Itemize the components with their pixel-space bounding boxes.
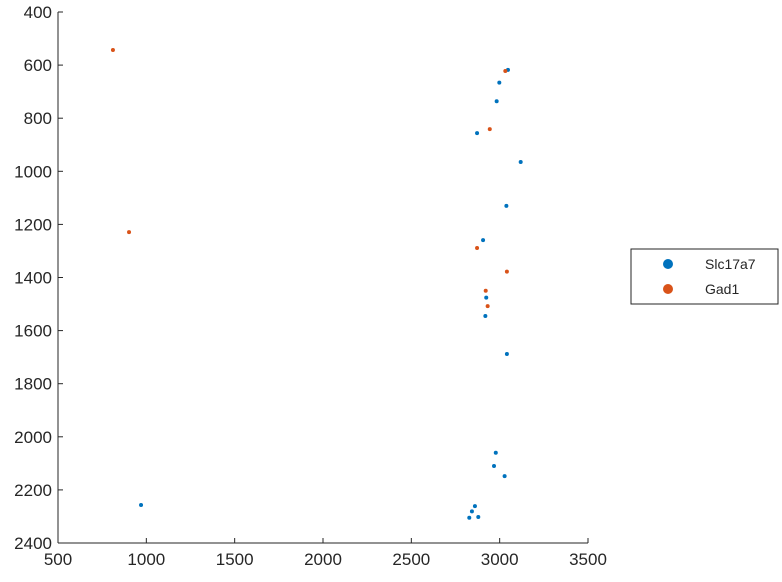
legend-box xyxy=(630,248,779,305)
point-slc17a7 xyxy=(469,509,474,514)
point-slc17a7 xyxy=(504,351,509,356)
point-slc17a7 xyxy=(483,313,488,318)
x-tick-label: 1000 xyxy=(127,550,165,569)
point-slc17a7 xyxy=(497,80,502,85)
legend: Slc17a7 Gad1 xyxy=(630,248,779,305)
point-gad1 xyxy=(503,68,508,73)
y-tick-label: 2000 xyxy=(14,428,52,447)
point-slc17a7 xyxy=(502,474,507,479)
data-points xyxy=(110,47,523,520)
point-slc17a7 xyxy=(481,238,486,243)
point-slc17a7 xyxy=(139,503,144,508)
y-tick-label: 1800 xyxy=(14,375,52,394)
legend-marker-slc17a7 xyxy=(663,259,673,269)
y-tick-label: 800 xyxy=(24,109,52,128)
point-slc17a7 xyxy=(484,295,489,300)
y-tick-label: 400 xyxy=(24,3,52,22)
point-gad1 xyxy=(483,288,488,293)
y-tick-label: 2400 xyxy=(14,534,52,553)
x-tick-label: 3500 xyxy=(569,550,607,569)
point-slc17a7 xyxy=(493,450,498,455)
point-gad1 xyxy=(127,230,132,235)
point-slc17a7 xyxy=(475,131,480,136)
point-gad1 xyxy=(475,246,480,251)
point-slc17a7 xyxy=(476,514,481,519)
x-tick-label: 1500 xyxy=(216,550,254,569)
axes: 500 1000 1500 2000 2500 3000 3500 400 600 800 1000… xyxy=(14,3,607,569)
point-gad1 xyxy=(485,304,490,309)
point-slc17a7 xyxy=(472,504,477,509)
point-slc17a7 xyxy=(504,203,509,208)
legend-label-slc17a7: Slc17a7 xyxy=(705,256,756,272)
y-tick-label: 1200 xyxy=(14,215,52,234)
y-tick-label: 1400 xyxy=(14,269,52,288)
y-tick-label: 1600 xyxy=(14,322,52,341)
point-gad1 xyxy=(504,269,509,274)
point-slc17a7 xyxy=(492,464,497,469)
legend-marker-gad1 xyxy=(663,284,673,294)
point-slc17a7 xyxy=(518,160,523,165)
x-tick-label: 2000 xyxy=(304,550,342,569)
point-gad1 xyxy=(110,47,115,52)
y-tick-label: 1000 xyxy=(14,162,52,181)
point-slc17a7 xyxy=(467,515,472,520)
legend-label-gad1: Gad1 xyxy=(705,281,739,297)
point-gad1 xyxy=(487,127,492,132)
x-tick-label: 500 xyxy=(44,550,72,569)
x-tick-label: 2500 xyxy=(392,550,430,569)
y-tick-label: 600 xyxy=(24,56,52,75)
y-tick-label: 2200 xyxy=(14,481,52,500)
point-slc17a7 xyxy=(494,99,499,104)
x-tick-label: 3000 xyxy=(481,550,519,569)
